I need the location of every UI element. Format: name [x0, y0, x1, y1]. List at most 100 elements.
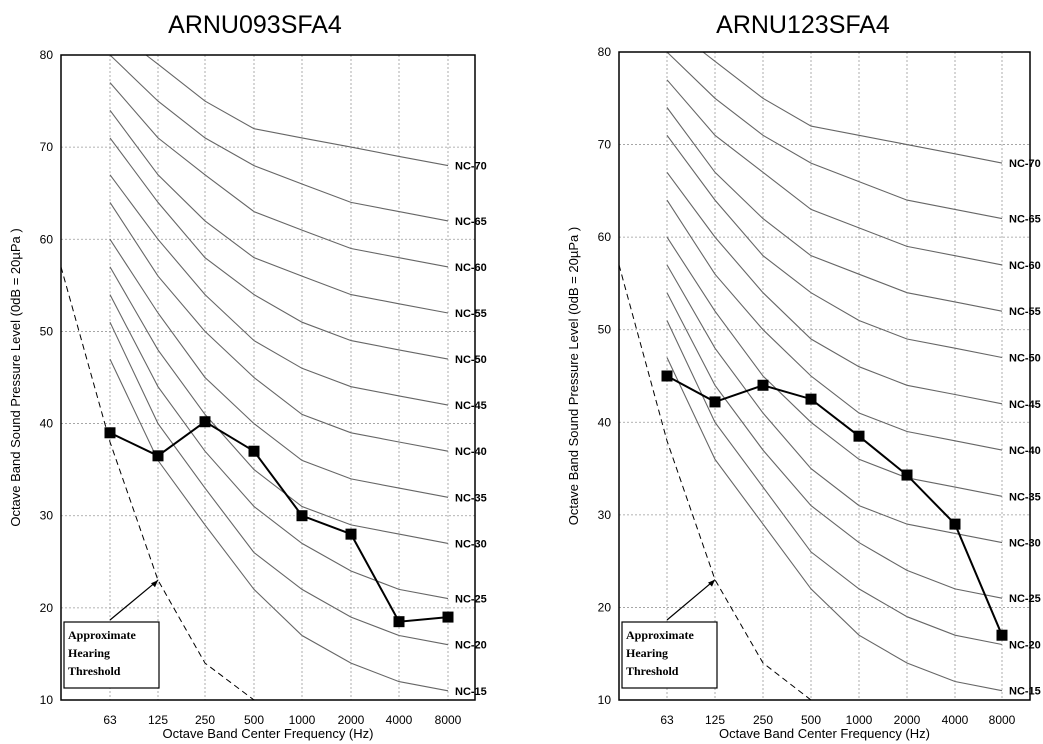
nc-curve	[666, 292, 1003, 599]
nc-curve-label: NC-70	[455, 161, 487, 173]
nc-curve	[109, 238, 449, 498]
x-tick-label: 8000	[989, 713, 1016, 727]
nc-curve-label: NC-55	[455, 308, 487, 320]
nc-curve-label: NC-20	[1009, 639, 1041, 651]
plot-frame	[618, 51, 1031, 701]
y-tick-label: 50	[598, 323, 612, 337]
data-point	[199, 416, 211, 428]
nc-curve-label: NC-50	[455, 354, 487, 366]
chart-title: ARNU093SFA4	[168, 11, 342, 39]
chart-title: ARNU123SFA4	[716, 11, 890, 39]
y-tick-label: 30	[40, 509, 54, 523]
x-tick-label: 250	[753, 713, 773, 727]
y-tick-label: 60	[40, 232, 54, 246]
y-tick-label: 70	[40, 140, 54, 154]
x-tick-label: 500	[244, 713, 264, 727]
y-axis-label: Octave Band Sound Pressure Level (0dB = …	[566, 227, 581, 525]
nc-curve	[666, 264, 1003, 544]
chart-1: ARNU093SFA4 NC-70 NC-65 NC-60 NC-55 NC-50 NC-4…	[8, 11, 487, 741]
data-point	[152, 450, 164, 462]
nc-curve	[666, 357, 1003, 692]
data-point	[709, 396, 721, 408]
nc-curve	[109, 109, 449, 314]
x-tick-label: 1000	[846, 713, 873, 727]
annotation-arrow	[666, 579, 716, 621]
nc-curve-label: NC-60	[455, 262, 487, 274]
y-axis-label: Octave Band Sound Pressure Level (0dB = …	[8, 228, 23, 526]
nc-curve	[702, 51, 1003, 164]
nc-curve-label: NC-30	[455, 538, 487, 550]
nc-curve-label: NC-55	[1009, 306, 1041, 318]
nc-curve-label: NC-30	[1009, 538, 1041, 550]
x-tick-label: 250	[195, 713, 215, 727]
x-tick-label: 125	[705, 713, 725, 727]
y-tick-label: 30	[598, 508, 612, 522]
data-point	[442, 611, 454, 623]
data-point	[805, 393, 817, 405]
nc-curve-label: NC-35	[1009, 491, 1041, 503]
y-tick-label: 10	[40, 693, 54, 707]
data-point	[901, 469, 913, 481]
nc-curve-label: NC-65	[1009, 214, 1041, 226]
chart-2: ARNU123SFA4 NC-70 NC-65 NC-60 NC-55 NC-50 NC-4…	[566, 11, 1041, 741]
nc-curve	[666, 199, 1003, 451]
x-tick-label: 1000	[289, 713, 316, 727]
x-tick-label: 2000	[894, 713, 921, 727]
x-tick-label: 500	[801, 713, 821, 727]
nc-curve-label: NC-25	[1009, 593, 1041, 605]
hearing-threshold-curve	[618, 264, 812, 701]
nc-curve-label: NC-45	[455, 400, 487, 412]
nc-curve-label: NC-20	[455, 640, 487, 652]
y-tick-label: 50	[40, 324, 54, 338]
y-tick-label: 70	[598, 138, 612, 152]
data-point	[853, 430, 865, 442]
nc-curve	[666, 51, 1003, 220]
nc-curve	[666, 171, 1003, 405]
y-tick-label: 10	[598, 693, 612, 707]
y-tick-label: 40	[598, 415, 612, 429]
nc-curve-label: NC-15	[455, 686, 487, 698]
hearing-threshold-curve	[60, 266, 255, 701]
nc-curve-label: NC-40	[455, 446, 487, 458]
nc-curve	[109, 321, 449, 646]
x-tick-label: 63	[660, 713, 674, 727]
annotation-arrow	[109, 579, 159, 621]
annotation-box	[621, 621, 718, 689]
data-point	[248, 445, 260, 457]
plot-frame	[60, 54, 476, 701]
nc-curve	[666, 134, 1003, 359]
x-tick-label: 4000	[942, 713, 969, 727]
data-point	[345, 528, 357, 540]
nc-curve	[109, 358, 449, 692]
annotation-label: Approximate Hearing Threshold	[626, 628, 694, 678]
y-tick-label: 20	[598, 600, 612, 614]
data-point	[757, 379, 769, 391]
x-axis-label: Octave Band Center Frequency (Hz)	[163, 726, 374, 741]
nc-curve	[666, 107, 1003, 312]
nc-curve	[109, 266, 449, 544]
x-tick-label: 8000	[435, 713, 462, 727]
x-axis-label: Octave Band Center Frequency (Hz)	[719, 726, 930, 741]
data-point	[296, 510, 308, 522]
nc-curve-label: NC-25	[455, 594, 487, 606]
nc-curve-label: NC-15	[1009, 686, 1041, 698]
nc-curve-label: NC-65	[455, 216, 487, 228]
data-point	[949, 518, 961, 530]
nc-curve	[145, 54, 449, 167]
nc-curve-label: NC-60	[1009, 260, 1041, 272]
y-tick-label: 80	[598, 45, 612, 59]
annotation-arrowhead	[151, 580, 158, 588]
series-line	[109, 420, 449, 623]
nc-curve-label: NC-70	[1009, 158, 1041, 170]
x-tick-label: 125	[148, 713, 168, 727]
nc-curve	[109, 82, 449, 268]
x-tick-label: 2000	[338, 713, 365, 727]
annotation-box	[63, 621, 160, 689]
nc-curve	[666, 320, 1003, 646]
nc-curve-label: NC-35	[455, 492, 487, 504]
nc-curve-label: NC-50	[1009, 352, 1041, 364]
y-tick-label: 20	[40, 601, 54, 615]
x-tick-label: 63	[103, 713, 117, 727]
x-tick-label: 4000	[386, 713, 413, 727]
